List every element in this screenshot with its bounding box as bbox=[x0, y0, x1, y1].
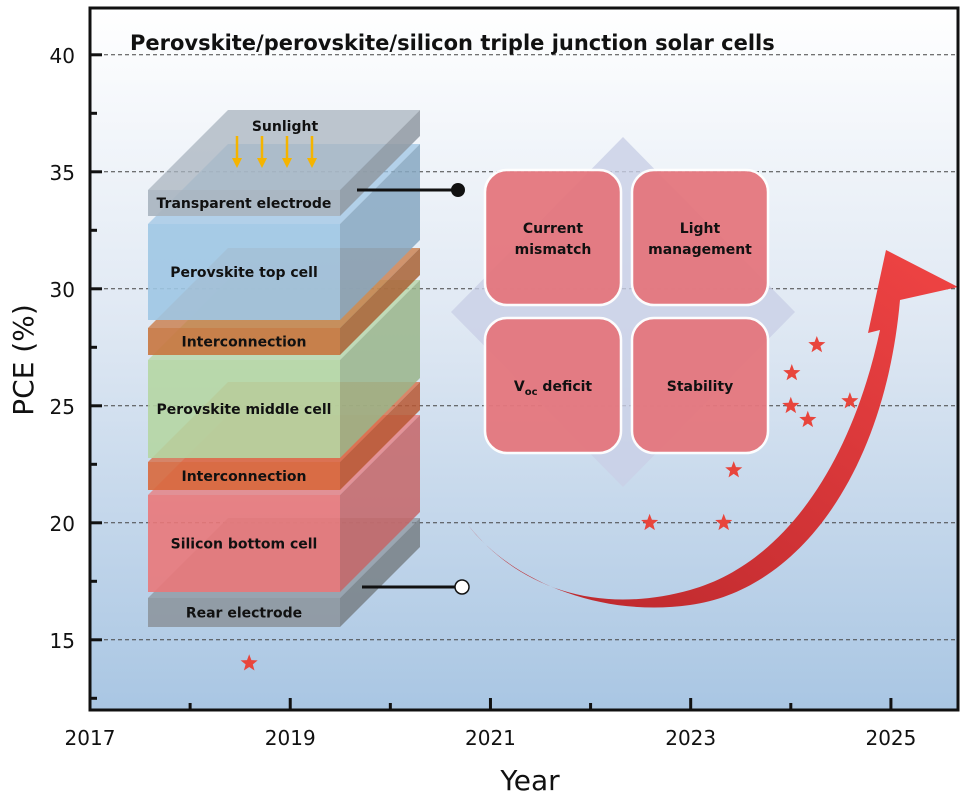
y-tick-label: 30 bbox=[50, 278, 75, 302]
sunlight-arrowhead bbox=[232, 158, 242, 168]
layer-front-face bbox=[148, 328, 340, 355]
x-tick-label: 2019 bbox=[265, 726, 316, 750]
layer-front-face bbox=[148, 190, 340, 216]
layer-front-face bbox=[148, 224, 340, 320]
challenge-box bbox=[630, 316, 770, 455]
layer-front-face bbox=[148, 360, 340, 458]
trend-arrow bbox=[468, 250, 958, 608]
star-marker bbox=[715, 513, 733, 531]
challenge-box bbox=[483, 168, 623, 307]
star-marker bbox=[240, 654, 258, 671]
star-marker bbox=[641, 513, 659, 531]
y-tick-label: 25 bbox=[50, 395, 75, 419]
light-management-line2: management bbox=[648, 242, 752, 258]
layer-label: Rear electrode bbox=[186, 606, 302, 622]
challenge-box bbox=[630, 168, 770, 307]
x-axis-label: Year bbox=[499, 764, 560, 797]
layer-label: Perovskite middle cell bbox=[157, 402, 332, 418]
layer-label: Perovskite top cell bbox=[170, 265, 318, 281]
layer-label: Silicon bottom cell bbox=[171, 537, 318, 553]
star-marker bbox=[783, 364, 801, 381]
x-tick-label: 2025 bbox=[865, 726, 916, 750]
layer-side-face bbox=[340, 144, 420, 320]
y-tick-label: 35 bbox=[50, 161, 75, 185]
layer-label: Interconnection bbox=[182, 469, 307, 485]
sunlight-arrowhead bbox=[282, 158, 292, 168]
current-mismatch-line2: mismatch bbox=[515, 242, 592, 258]
stability-label: Stability bbox=[667, 379, 733, 395]
star-marker bbox=[725, 461, 743, 478]
x-tick-label: 2021 bbox=[465, 726, 516, 750]
layer-label: Transparent electrode bbox=[157, 196, 332, 212]
star-marker bbox=[808, 336, 826, 353]
star-marker bbox=[841, 392, 859, 409]
y-tick-label: 20 bbox=[50, 512, 75, 536]
voc-deficit-label: Voc deficit bbox=[514, 379, 593, 398]
x-tick-label: 2017 bbox=[65, 726, 116, 750]
layer-side-face bbox=[340, 518, 420, 627]
terminal-filled-icon bbox=[451, 183, 465, 197]
star-marker bbox=[799, 410, 817, 428]
current-mismatch-line1: Current bbox=[523, 221, 584, 237]
layer-side-face bbox=[340, 415, 420, 592]
layer-label: Interconnection bbox=[182, 335, 307, 351]
layer-side-face bbox=[340, 280, 420, 458]
y-axis-label: PCE (%) bbox=[7, 304, 40, 415]
layer-front-face bbox=[148, 462, 340, 490]
y-tick-label: 40 bbox=[50, 44, 75, 68]
sunlight-arrowhead bbox=[307, 158, 317, 168]
sunlight-arrowhead bbox=[257, 158, 267, 168]
star-marker bbox=[782, 396, 800, 414]
layer-side-face bbox=[340, 382, 420, 490]
device-stack-diagram: Rear electrode Silicon bottom cell Interco… bbox=[148, 110, 470, 627]
chart-title: Perovskite/perovskite/silicon triple jun… bbox=[130, 31, 775, 55]
light-management-line1: Light bbox=[680, 221, 721, 237]
sunlight-label: Sunlight bbox=[252, 119, 319, 135]
challenges-diagram: Current mismatch Light management Voc defici… bbox=[451, 137, 795, 487]
layer-side-face bbox=[340, 248, 420, 355]
layer-top-face bbox=[148, 110, 420, 190]
y-tick-label: 15 bbox=[50, 629, 75, 653]
challenge-box bbox=[483, 316, 623, 455]
terminal-open-icon bbox=[454, 579, 470, 595]
layer-front-face bbox=[148, 495, 340, 592]
x-tick-label: 2023 bbox=[665, 726, 716, 750]
layer-front-face bbox=[148, 598, 340, 627]
data-points bbox=[240, 336, 859, 671]
plot-frame bbox=[88, 6, 960, 712]
